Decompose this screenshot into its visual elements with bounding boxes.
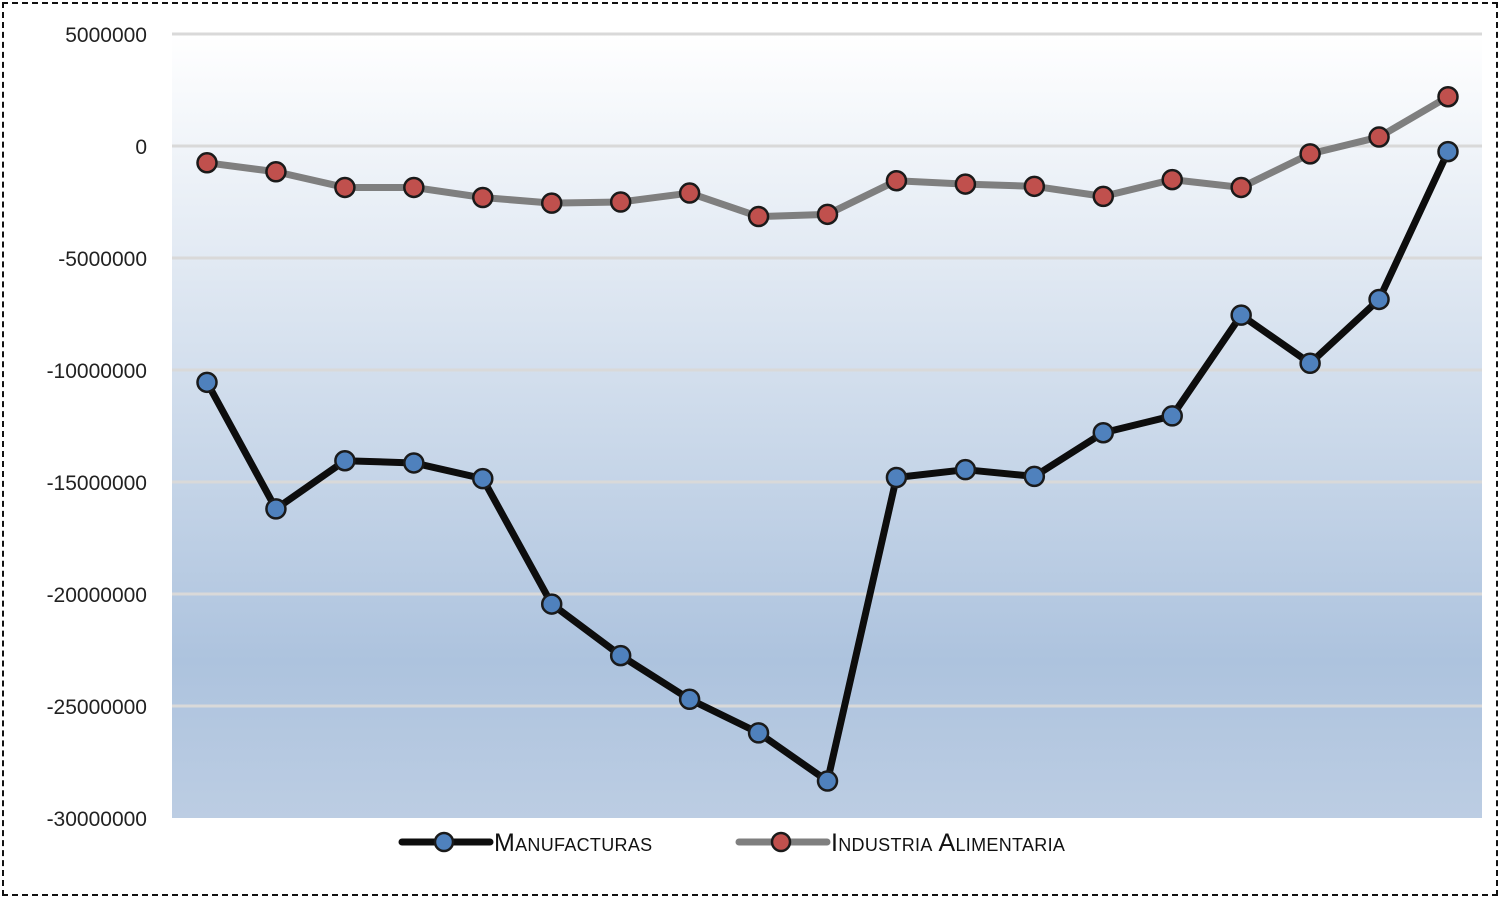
y-tick-label: -15000000: [47, 472, 147, 495]
data-point: [678, 182, 701, 204]
y-axis: 5000000 0 -5000000 -10000000 -15000000 -20000…: [47, 24, 147, 831]
y-tick-label: -20000000: [47, 584, 147, 607]
legend-label: Industria Alimentaria: [831, 829, 1065, 857]
data-point: [885, 169, 908, 192]
data-point: [954, 458, 977, 481]
data-point: [1230, 304, 1252, 326]
legend-label: Manufacturas: [494, 829, 652, 857]
data-point: [1092, 421, 1115, 444]
data-point: [747, 205, 770, 228]
y-tick-label: -5000000: [58, 248, 147, 271]
y-tick-label: 5000000: [65, 24, 147, 47]
data-point: [1023, 465, 1046, 488]
data-point: [403, 176, 425, 199]
data-point: [196, 371, 218, 394]
data-point: [540, 192, 563, 214]
data-point: [816, 203, 839, 226]
data-point: [885, 466, 908, 489]
gridlines: [172, 32, 1482, 708]
data-point: [747, 722, 770, 744]
data-point: [1368, 288, 1390, 311]
legend: Manufacturas Industria Alimentaria: [398, 829, 1065, 857]
series-lines: [196, 85, 1459, 792]
data-point: [1299, 143, 1321, 165]
y-tick-label: -30000000: [47, 808, 147, 831]
data-point: [1161, 405, 1183, 427]
data-point: [1161, 168, 1183, 191]
y-tick-label: 0: [135, 136, 147, 159]
data-point: [1092, 185, 1115, 208]
y-tick-label: -10000000: [47, 360, 147, 383]
data-point: [1437, 140, 1459, 163]
data-point: [1368, 126, 1390, 148]
data-point: [334, 449, 356, 472]
data-point: [265, 498, 287, 520]
data-point: [609, 191, 632, 213]
data-point: [609, 644, 632, 667]
data-point: [265, 161, 287, 183]
data-point: [1437, 85, 1459, 108]
data-point: [472, 467, 494, 490]
data-point: [816, 770, 839, 792]
legend-marker: [433, 831, 455, 853]
data-point: [1230, 176, 1252, 199]
legend-marker: [770, 831, 792, 853]
data-point: [472, 186, 494, 209]
data-point: [540, 593, 563, 615]
data-point: [1299, 352, 1321, 375]
plot-area: [172, 34, 1482, 818]
data-point: [403, 452, 425, 474]
data-point: [196, 152, 218, 174]
data-point: [334, 176, 356, 199]
data-point: [1023, 175, 1046, 198]
data-point: [678, 688, 701, 711]
y-tick-label: -25000000: [47, 696, 147, 719]
data-point: [954, 173, 977, 195]
